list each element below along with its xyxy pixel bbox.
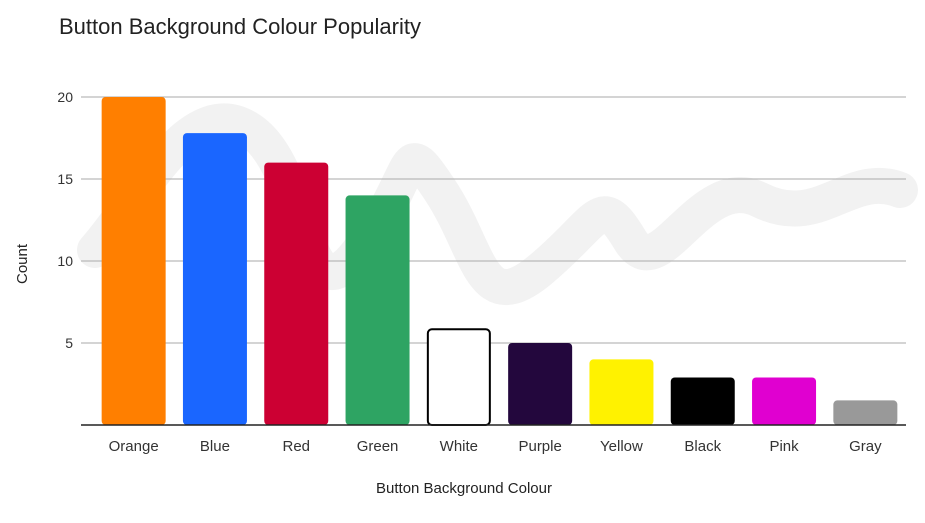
x-tick-label: Black xyxy=(684,438,721,455)
chart-title: Button Background Colour Popularity xyxy=(59,14,421,39)
y-axis-label: Count xyxy=(14,243,31,284)
y-tick-label: 5 xyxy=(65,335,73,351)
x-tick-label: Green xyxy=(357,438,399,455)
bar-red xyxy=(264,162,329,425)
x-tick-label: Red xyxy=(282,438,310,455)
bar-blue xyxy=(182,133,247,425)
x-axis-label: Button Background Colour xyxy=(376,480,552,497)
x-tick-label: White xyxy=(440,438,478,455)
bar-gray xyxy=(833,400,898,425)
bar-orange xyxy=(101,97,166,425)
background-scribble xyxy=(77,103,918,305)
bar-yellow xyxy=(589,359,654,425)
y-tick-label: 10 xyxy=(57,253,73,269)
x-tick-label: Blue xyxy=(200,438,230,455)
bar-pink xyxy=(752,377,817,425)
bar-green xyxy=(345,195,410,425)
x-axis-ticks: Orange Blue Red Green White Purple Yellow Black… xyxy=(109,438,882,455)
y-tick-label: 15 xyxy=(57,171,73,187)
y-axis-ticks: 5 10 15 20 xyxy=(57,89,73,351)
x-tick-label: Purple xyxy=(518,438,561,455)
bars xyxy=(101,97,898,426)
bar-black xyxy=(670,377,735,425)
bar-purple xyxy=(508,343,573,425)
y-tick-label: 20 xyxy=(57,89,73,105)
x-tick-label: Yellow xyxy=(600,438,643,455)
x-tick-label: Gray xyxy=(849,438,882,455)
x-tick-label: Orange xyxy=(109,438,159,455)
x-tick-label: Pink xyxy=(769,438,799,455)
bar-white xyxy=(426,328,491,426)
